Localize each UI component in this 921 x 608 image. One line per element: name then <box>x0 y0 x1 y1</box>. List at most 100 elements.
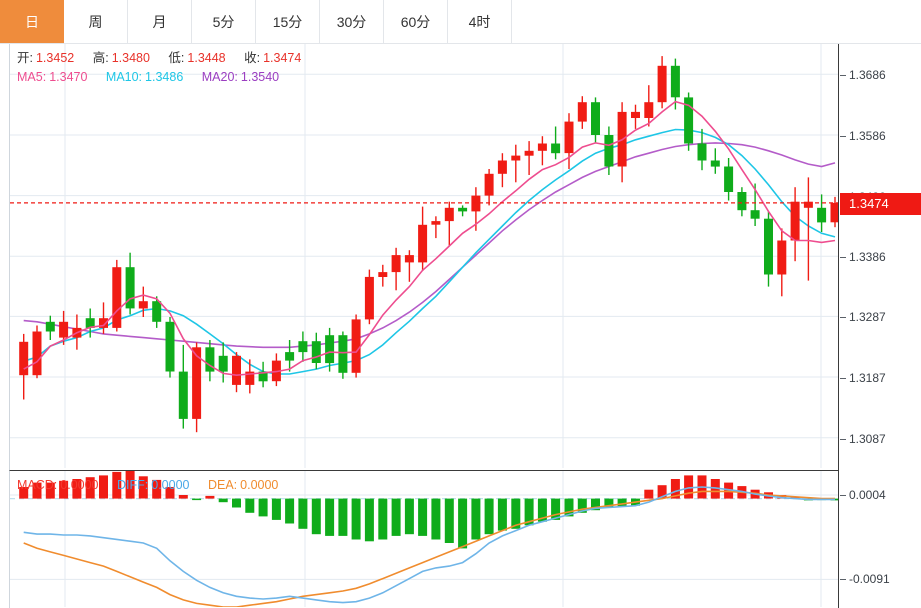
price-candlestick-plot <box>10 44 838 468</box>
candle-45 <box>617 102 627 183</box>
macd-hist-bar-49 <box>670 479 680 499</box>
candle-23 <box>325 327 335 372</box>
macd-hist-bar-47 <box>644 489 654 499</box>
candle-body <box>404 255 414 263</box>
macd-hist-bar-36 <box>497 498 507 531</box>
macd-hist-bar-21 <box>298 498 308 529</box>
candle-body <box>697 143 707 161</box>
macd-hist-bar-17 <box>245 498 255 513</box>
candle-body <box>138 301 148 309</box>
candle-body <box>152 301 162 322</box>
timeframe-tab-1[interactable]: 周 <box>64 0 128 43</box>
macd-hist-bar-11 <box>165 487 175 499</box>
macd-chart-panel[interactable] <box>9 470 839 608</box>
candle-37 <box>511 144 521 183</box>
candle-35 <box>484 169 494 206</box>
candle-body <box>285 352 295 361</box>
candle-13 <box>192 342 202 433</box>
price-axis-label-0: 1.3686 <box>849 68 886 83</box>
macd-hist-bar-10 <box>152 479 162 499</box>
candle-body <box>298 341 308 353</box>
price-axis-label-1: 1.3586 <box>849 128 886 143</box>
candle-body <box>591 102 600 135</box>
candle-body <box>418 224 428 263</box>
current-price-tag: 1.3474 <box>840 192 921 215</box>
candle-47 <box>644 85 654 127</box>
timeframe-tab-4[interactable]: 15分 <box>256 0 320 43</box>
timeframe-tab-2[interactable]: 月 <box>128 0 192 43</box>
macd-hist-bar-31 <box>431 498 441 540</box>
candle-16 <box>232 352 241 393</box>
candle-39 <box>537 136 547 166</box>
timeframe-tab-6[interactable]: 60分 <box>384 0 448 43</box>
candle-51 <box>697 128 707 171</box>
candle-body <box>484 173 494 196</box>
ma5-line <box>23 100 836 377</box>
macd-hist-bar-58 <box>790 496 800 499</box>
price-axis-label-5: 1.3187 <box>849 371 886 385</box>
candle-body <box>631 111 640 118</box>
price-axis-label-3: 1.3386 <box>849 250 886 265</box>
macd-hist-bar-35 <box>484 498 494 535</box>
candle-body <box>724 166 734 192</box>
candle-body <box>750 210 760 219</box>
candle-44 <box>604 126 614 175</box>
candle-body <box>670 65 680 98</box>
candle-12 <box>178 344 188 429</box>
price-chart-panel[interactable] <box>9 44 839 470</box>
candle-60 <box>817 194 827 232</box>
candle-54 <box>737 187 747 217</box>
macd-hist-bar-14 <box>205 495 215 499</box>
candle-58 <box>790 187 800 262</box>
candle-body <box>205 347 215 372</box>
timeframe-tab-7[interactable]: 4时 <box>448 0 512 43</box>
macd-hist-bar-22 <box>311 498 321 535</box>
price-axis-tick-6 <box>840 438 846 440</box>
macd-hist-bar-19 <box>271 498 281 520</box>
macd-axis-label-1: -0.0091 <box>849 572 890 587</box>
macd-hist-bar-12 <box>178 495 188 499</box>
diff-line <box>23 486 835 604</box>
candle-body <box>524 150 534 156</box>
candle-19 <box>271 353 281 387</box>
macd-hist-bar-50 <box>684 475 694 499</box>
macd-axis-label-0: 0.0004 <box>849 488 886 502</box>
candle-body <box>364 276 374 320</box>
timeframe-tab-3[interactable]: 5分 <box>192 0 256 43</box>
candle-31 <box>431 216 441 239</box>
candle-28 <box>391 247 401 291</box>
tabbar-filler <box>512 0 921 43</box>
macd-hist-bar-33 <box>458 498 468 549</box>
timeframe-tab-5[interactable]: 30分 <box>320 0 384 43</box>
candle-body <box>497 160 507 174</box>
candle-body <box>192 347 202 419</box>
candle-body <box>604 135 614 167</box>
candle-26 <box>364 269 374 325</box>
candle-27 <box>378 264 388 287</box>
timeframe-tab-0[interactable]: 日 <box>0 0 64 43</box>
candle-6 <box>99 302 108 334</box>
candle-body <box>764 218 773 275</box>
candle-38 <box>524 141 534 175</box>
price-axis-tick-4 <box>840 317 846 319</box>
candle-body <box>32 331 42 376</box>
candle-56 <box>764 211 773 287</box>
candle-body <box>431 221 441 225</box>
candle-24 <box>338 331 348 379</box>
timeframe-tab-label: 月 <box>152 13 167 30</box>
candle-59 <box>803 177 813 281</box>
candle-11 <box>165 317 175 378</box>
macd-hist-bar-7 <box>112 471 122 499</box>
candle-body <box>165 321 175 372</box>
candle-53 <box>724 158 734 201</box>
candle-body <box>325 335 335 364</box>
macd-hist-bar-57 <box>777 495 787 499</box>
timeframe-tab-label: 30分 <box>336 13 367 30</box>
candle-body <box>45 321 55 332</box>
candle-body <box>338 335 348 373</box>
candle-body <box>551 143 561 154</box>
candle-body <box>178 371 188 419</box>
dea-line <box>23 490 835 607</box>
macd-hist-bar-30 <box>418 498 428 536</box>
